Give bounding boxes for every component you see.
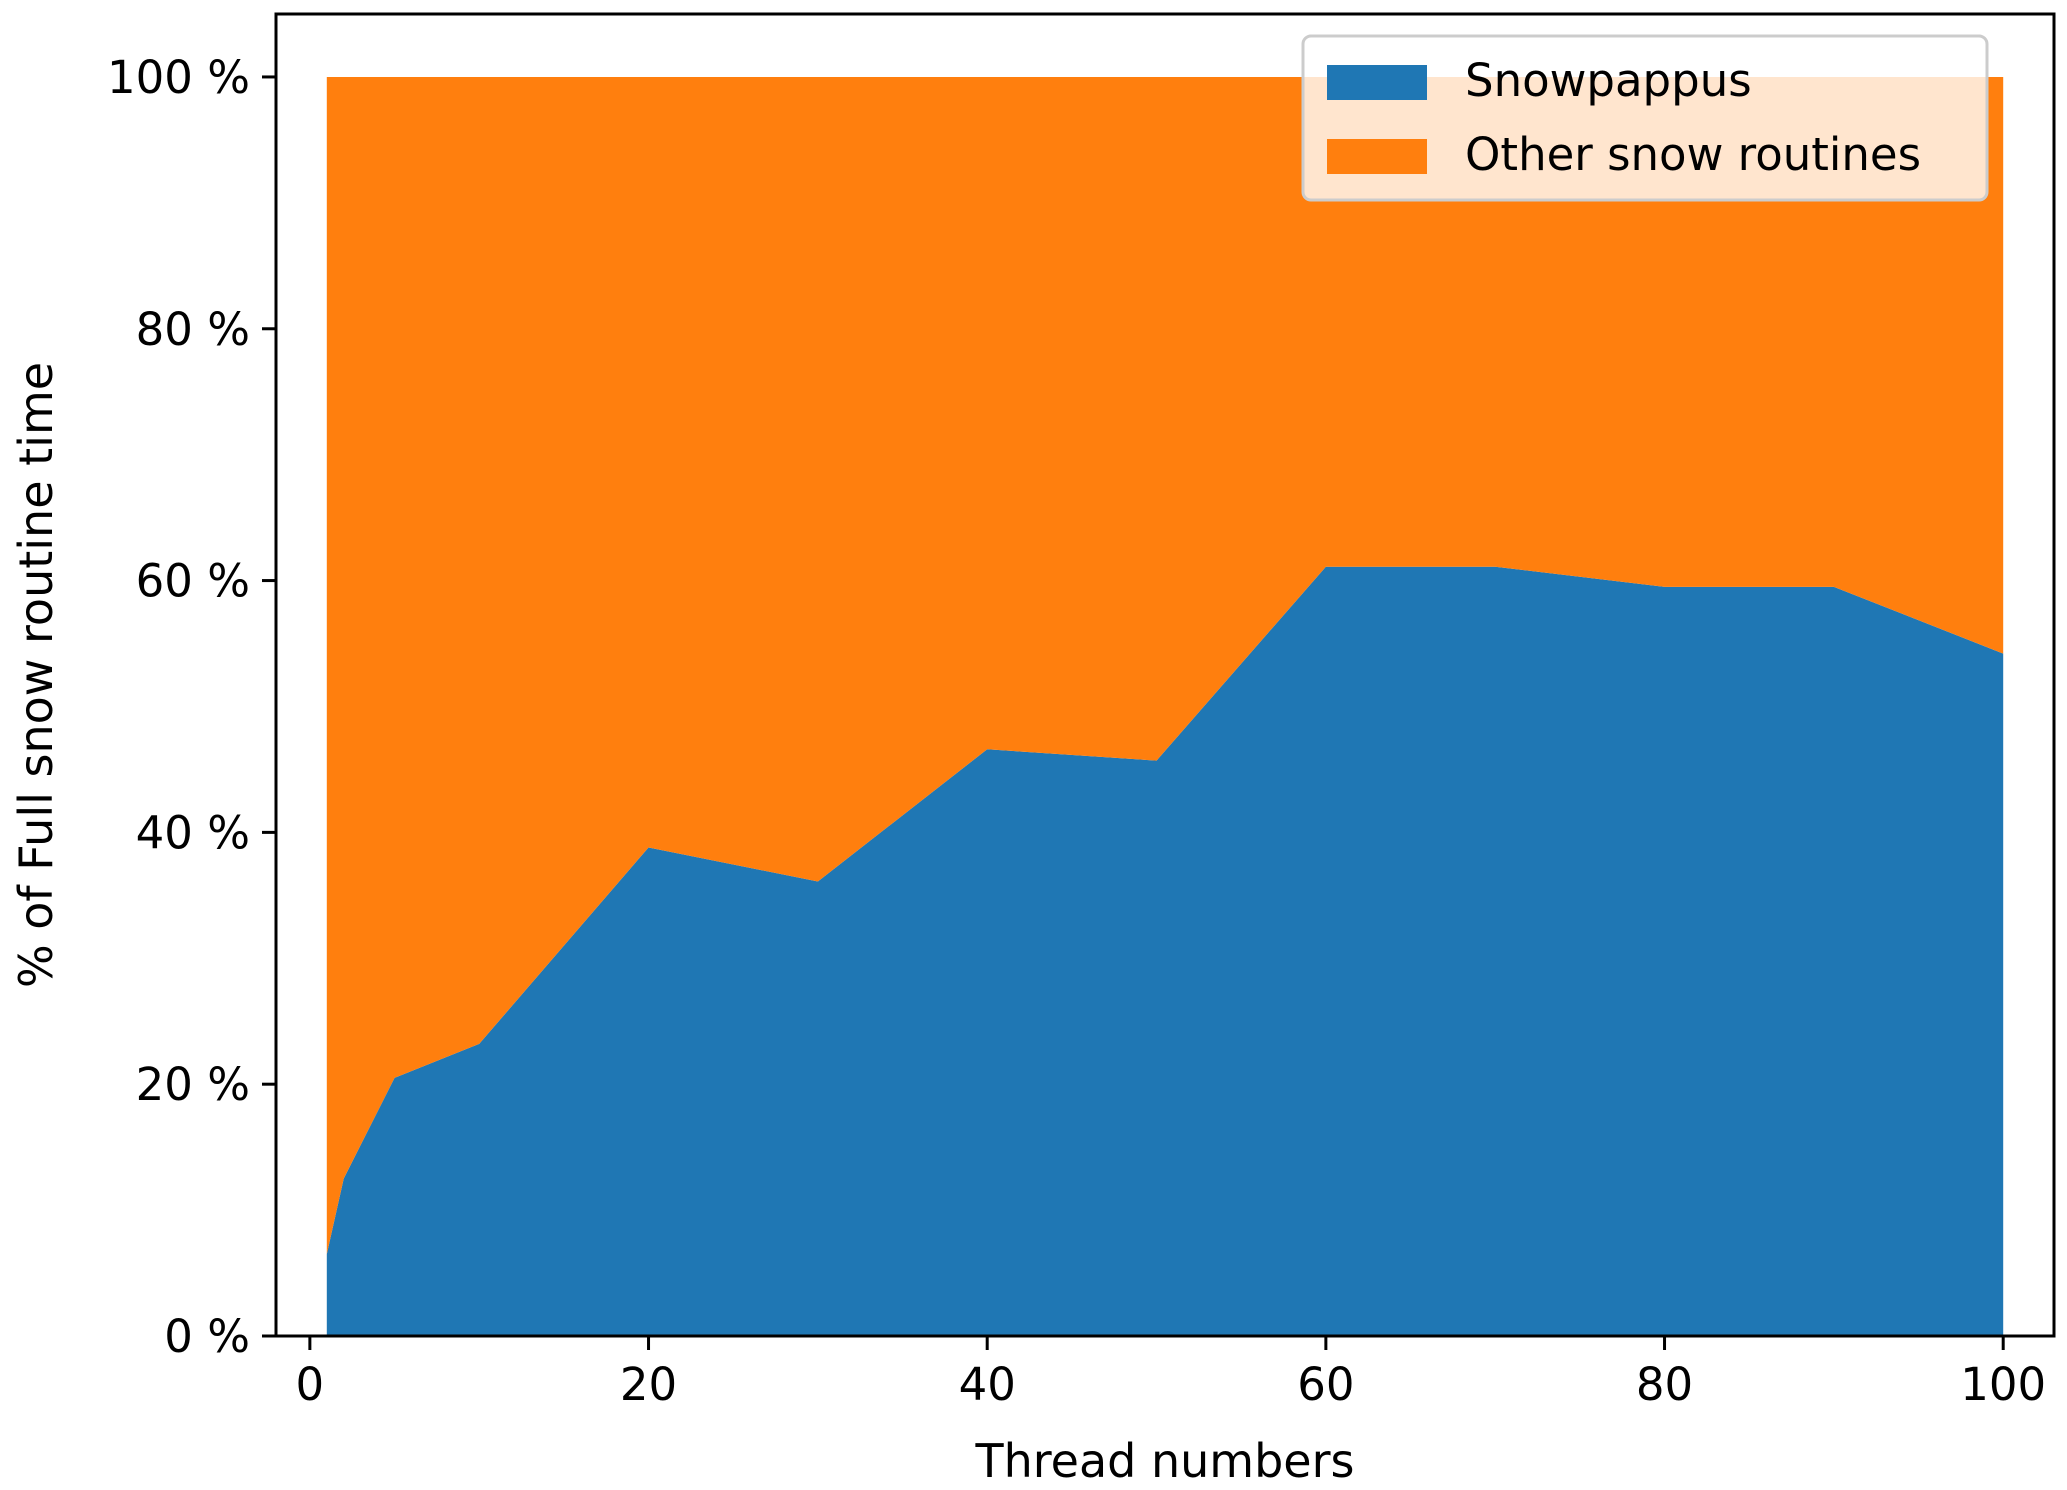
y-axis: 0 % 20 % 40 % 60 % 80 % 100 % <box>107 51 276 1363</box>
y-tick-label: 100 % <box>107 51 250 104</box>
y-axis-label: % of Full snow routine time <box>9 362 63 988</box>
y-tick-label: 60 % <box>136 555 250 608</box>
x-tick-label: 40 <box>959 1358 1016 1411</box>
x-tick-label: 100 <box>1960 1358 2046 1411</box>
legend-box <box>1301 34 1989 202</box>
x-axis: 0 20 40 60 80 100 <box>296 1336 2046 1411</box>
x-axis-label: Thread numbers <box>975 1434 1355 1486</box>
legend-swatch-0 <box>1327 65 1427 100</box>
legend: Snowpappus Other snow routines <box>1301 34 1989 202</box>
y-tick-label: 40 % <box>136 806 250 859</box>
x-tick-label: 60 <box>1297 1358 1354 1411</box>
x-tick-label: 20 <box>620 1358 677 1411</box>
legend-label-1: Other snow routines <box>1465 128 1921 181</box>
x-tick-label: 0 <box>296 1358 325 1411</box>
area-series-1 <box>326 76 2004 1255</box>
legend-swatch-1 <box>1327 139 1427 174</box>
areas-layer <box>326 76 2004 1336</box>
y-tick-label: 20 % <box>136 1058 250 1111</box>
y-tick-label: 80 % <box>136 303 250 356</box>
x-tick-label: 80 <box>1636 1358 1693 1411</box>
legend-label-0: Snowpappus <box>1465 54 1752 107</box>
y-tick-label: 0 % <box>164 1310 250 1363</box>
plot-frame <box>274 12 2056 1338</box>
area-series-0 <box>326 566 2004 1336</box>
